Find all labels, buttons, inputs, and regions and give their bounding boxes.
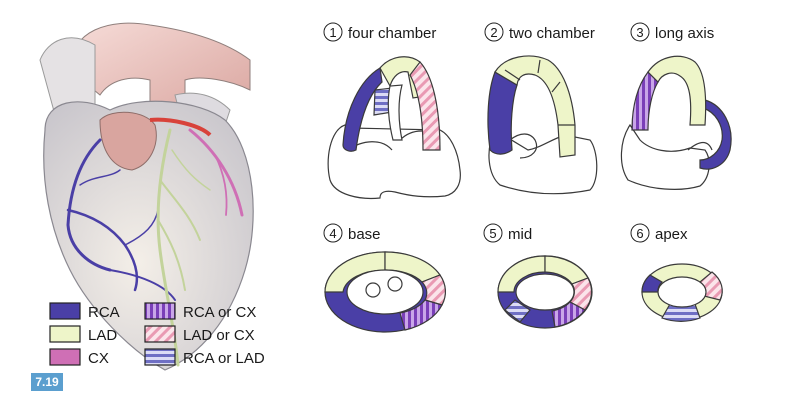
base-ring-view (324, 251, 446, 333)
view-label-apex: apex (655, 226, 688, 243)
view-label-long-axis: long axis (655, 25, 714, 42)
legend-swatch-lad (49, 325, 81, 343)
view-title-4: 4 base (323, 223, 381, 243)
apex-ring-lumen (657, 276, 707, 308)
long-axis-view (620, 55, 732, 190)
legend-label-rca: RCA (88, 304, 120, 321)
view-title-6: 6 apex (630, 223, 688, 243)
legend-item-rca-or-cx: RCA or CX (144, 302, 256, 321)
legend-swatch-lad-or-cx (144, 325, 176, 343)
legend-label-cx: CX (88, 350, 109, 367)
heart-illustration (39, 22, 254, 371)
view-label-two-chamber: two chamber (509, 25, 595, 42)
view-number-1: 1 (329, 25, 336, 40)
legend: RCA LAD CX RCA or CX LAD or CX RCA or LA… (49, 302, 265, 367)
view-number-6: 6 (636, 226, 643, 241)
figure-number-badge: 7.19 (31, 373, 63, 391)
legend-item-lad: LAD (49, 325, 117, 344)
view-number-3: 3 (636, 25, 643, 40)
legend-label-lad-or-cx: LAD or CX (183, 327, 255, 344)
legend-swatch-rca (49, 302, 81, 320)
legend-item-rca: RCA (49, 302, 120, 321)
long-axis-rcacx-wall (631, 71, 659, 131)
base-ring-lumen (346, 269, 424, 315)
long-axis-rca-arc (699, 99, 732, 170)
legend-swatch-cx (49, 348, 81, 366)
legend-swatch-rca-or-lad (144, 348, 176, 366)
view-number-2: 2 (490, 25, 497, 40)
four-chamber-view (327, 56, 461, 200)
view-title-5: 5 mid (483, 223, 532, 243)
view-number-5: 5 (489, 226, 496, 241)
view-title-2: 2 two chamber (484, 22, 595, 42)
legend-item-rca-or-lad: RCA or LAD (144, 348, 265, 367)
mid-ring-lumen (515, 273, 575, 311)
long-axis-base-outline (620, 123, 710, 190)
long-axis-lad-wall (647, 55, 707, 126)
view-title-3: 3 long axis (630, 22, 714, 42)
view-number-4: 4 (329, 226, 336, 241)
pulmonary-vessel (39, 37, 96, 116)
view-title-1: 1 four chamber (323, 22, 436, 42)
legend-label-rca-or-cx: RCA or CX (183, 304, 256, 321)
four-chamber-ladcx-wall (409, 61, 441, 151)
heart-body (43, 100, 254, 371)
legend-swatch-rca-or-cx (144, 302, 176, 320)
legend-item-cx: CX (49, 348, 109, 367)
two-chamber-view (487, 55, 598, 195)
view-label-mid: mid (508, 226, 532, 243)
mid-ring-view (497, 255, 593, 329)
four-chamber-rca-wall (342, 67, 383, 152)
aorta (69, 22, 251, 121)
cx-vessels (188, 128, 244, 217)
view-label-base: base (348, 226, 381, 243)
legend-item-lad-or-cx: LAD or CX (144, 325, 255, 344)
two-chamber-lad-wall (494, 55, 576, 158)
atrial-appendage (99, 111, 157, 171)
legend-label-lad: LAD (88, 327, 117, 344)
view-label-four-chamber: four chamber (348, 25, 436, 42)
two-chamber-rca-wall (487, 71, 518, 155)
apex-ring-view (641, 263, 723, 322)
legend-label-rca-or-lad: RCA or LAD (183, 350, 265, 367)
